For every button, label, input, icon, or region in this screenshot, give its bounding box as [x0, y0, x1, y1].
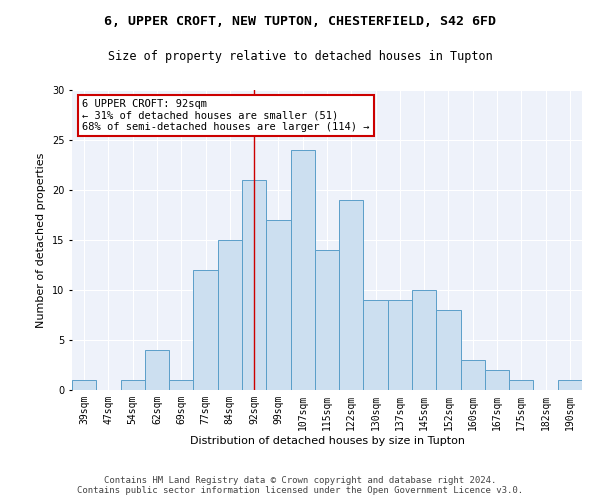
- Bar: [218, 240, 242, 390]
- Bar: [364, 300, 388, 390]
- Bar: [388, 300, 412, 390]
- Text: 6, UPPER CROFT, NEW TUPTON, CHESTERFIELD, S42 6FD: 6, UPPER CROFT, NEW TUPTON, CHESTERFIELD…: [104, 15, 496, 28]
- Bar: [461, 360, 485, 390]
- Bar: [121, 380, 145, 390]
- Bar: [266, 220, 290, 390]
- Bar: [193, 270, 218, 390]
- Y-axis label: Number of detached properties: Number of detached properties: [37, 152, 46, 328]
- Bar: [509, 380, 533, 390]
- Text: Size of property relative to detached houses in Tupton: Size of property relative to detached ho…: [107, 50, 493, 63]
- Bar: [290, 150, 315, 390]
- Text: Contains HM Land Registry data © Crown copyright and database right 2024.
Contai: Contains HM Land Registry data © Crown c…: [77, 476, 523, 495]
- Bar: [436, 310, 461, 390]
- Bar: [169, 380, 193, 390]
- Text: 6 UPPER CROFT: 92sqm
← 31% of detached houses are smaller (51)
68% of semi-detac: 6 UPPER CROFT: 92sqm ← 31% of detached h…: [82, 99, 370, 132]
- Bar: [145, 350, 169, 390]
- Bar: [315, 250, 339, 390]
- Bar: [339, 200, 364, 390]
- Bar: [485, 370, 509, 390]
- Bar: [412, 290, 436, 390]
- X-axis label: Distribution of detached houses by size in Tupton: Distribution of detached houses by size …: [190, 436, 464, 446]
- Bar: [242, 180, 266, 390]
- Bar: [72, 380, 96, 390]
- Bar: [558, 380, 582, 390]
